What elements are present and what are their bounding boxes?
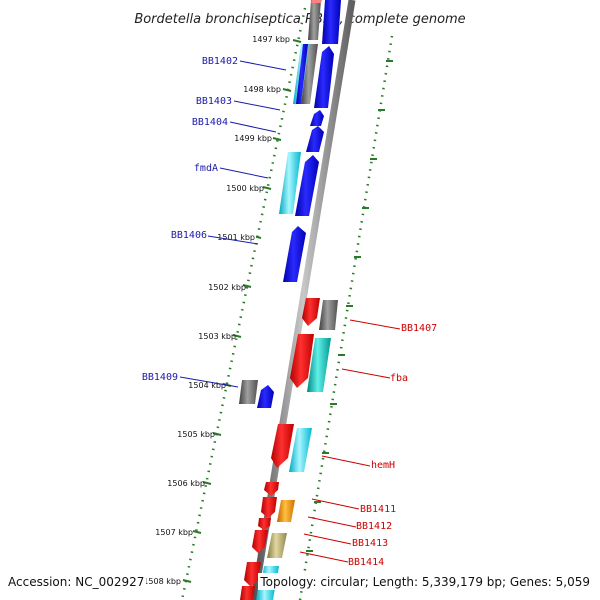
gene-bar [277,500,295,522]
gene-bar [311,0,322,3]
gene-bar [279,152,301,214]
topology-text: Topology: circular; Length: 5,339,179 bp… [259,575,590,589]
gene-bar [283,226,306,282]
minus-strand-genes [239,0,341,408]
footer-left-bg [6,573,146,590]
kbp-label: 1502 kbp [208,283,246,292]
kbp-label: 1500 kbp [226,184,264,193]
gene-label[interactable]: fmdA [194,163,218,174]
kbp-ticks [182,39,302,583]
gene-bar [302,298,320,326]
gene-label[interactable]: fba [390,373,408,384]
gene-bar [306,126,324,152]
gene-label[interactable]: BB1412 [356,521,392,532]
gene-bar [289,428,312,472]
gene-bar [290,334,314,388]
plus-gene-labels: BB1407 fba hemH BB1411 BB1412 BB1413 BB1… [348,323,437,568]
kbp-label: 1507 kbp [155,528,193,537]
gene-label[interactable]: BB1407 [401,323,437,334]
gene-bar [308,0,321,40]
map-title: Bordetella bronchiseptica RB50, complete… [134,12,465,27]
accession-text: Accession: NC_002927 [8,575,144,589]
gene-bar [258,518,271,530]
gene-label[interactable]: hemH [371,460,395,471]
minus-leader-lines [179,60,287,388]
kbp-label: 1505 kbp [177,430,215,439]
gene-label[interactable]: BB1411 [360,504,396,515]
gene-label[interactable]: BB1404 [192,117,228,128]
gene-bar [244,562,261,587]
inner-ring [180,7,307,600]
outer-ring [298,35,394,600]
gene-bar [261,497,277,518]
outer-ticks [306,60,393,552]
kbp-label: 1501 kbp [217,233,255,242]
gene-label[interactable]: BB1413 [352,538,388,549]
kbp-label: 1503 kbp [198,332,236,341]
gene-bar [240,586,255,600]
plus-strand-genes [240,298,338,600]
footer-right-bg [258,573,592,590]
gene-bar [301,44,318,104]
plus-leader-lines [299,319,401,563]
gene-bar [319,300,338,330]
gene-bar [307,338,331,392]
gene-bar [322,0,341,44]
gene-bar [271,424,294,468]
gene-bar [256,588,275,600]
gene-bar [310,110,324,126]
gene-bar [252,530,268,553]
minus-gene-labels: BB1402 BB1403 BB1404 fmdA BB1406 BB1409 [142,56,238,383]
gene-bar [257,385,274,408]
kbp-label: 1508 kbp [143,577,181,586]
kbp-label: 1497 kbp [252,35,290,44]
gene-bar [267,533,287,558]
kbp-label: 1498 kbp [243,85,281,94]
kbp-label: 1499 kbp [234,134,272,143]
gene-bar [239,380,258,404]
gene-bar [295,155,319,216]
gene-label[interactable]: BB1414 [348,557,384,568]
gene-label[interactable]: BB1403 [196,96,232,107]
gene-bar [264,482,279,496]
kbp-labels: 1497 kbp 1498 kbp 1499 kbp 1500 kbp 1501… [143,33,291,586]
gene-label[interactable]: BB1402 [202,56,238,67]
gene-bar [296,44,308,104]
gene-label[interactable]: BB1406 [171,230,207,241]
gene-label[interactable]: BB1409 [142,372,178,383]
kbp-label: 1506 kbp [167,479,205,488]
gene-bar [314,46,334,108]
kbp-label: 1504 kbp [188,381,226,390]
